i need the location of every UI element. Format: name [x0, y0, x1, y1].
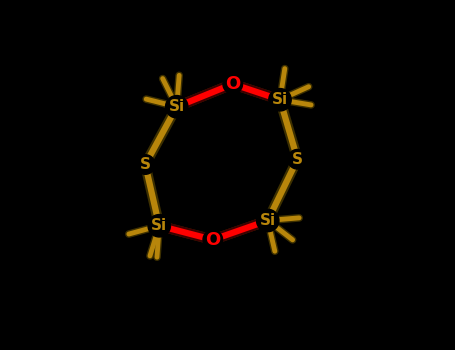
Text: Si: Si: [151, 218, 167, 233]
Circle shape: [269, 89, 291, 111]
Circle shape: [166, 96, 188, 118]
Text: S: S: [292, 152, 303, 167]
Text: Si: Si: [272, 92, 288, 107]
Circle shape: [257, 209, 279, 232]
Circle shape: [223, 74, 243, 94]
Circle shape: [288, 149, 307, 169]
Circle shape: [203, 230, 222, 250]
Circle shape: [136, 155, 155, 174]
Text: Si: Si: [260, 213, 276, 228]
Text: Si: Si: [169, 99, 185, 114]
Text: O: O: [205, 231, 220, 249]
Circle shape: [148, 215, 171, 237]
Text: O: O: [225, 75, 240, 93]
Text: S: S: [140, 157, 151, 172]
